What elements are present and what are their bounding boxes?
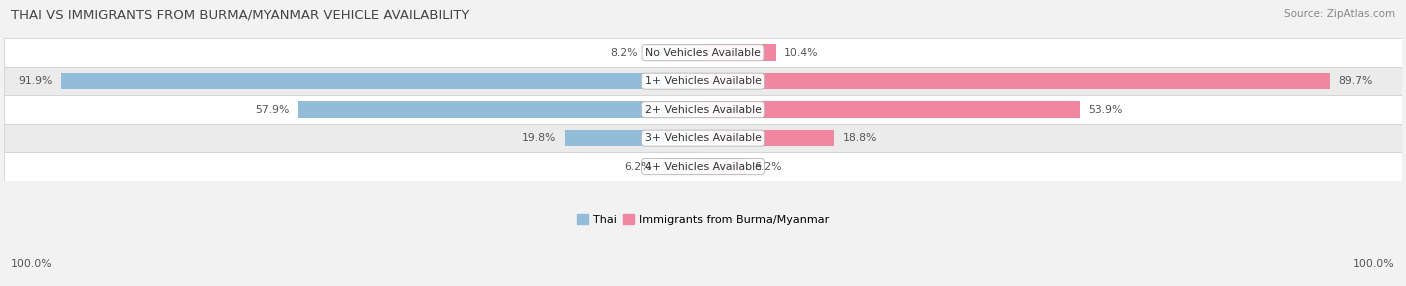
Text: No Vehicles Available: No Vehicles Available xyxy=(645,48,761,58)
Bar xyxy=(703,158,747,175)
Text: 53.9%: 53.9% xyxy=(1088,105,1122,115)
FancyBboxPatch shape xyxy=(4,39,1402,67)
Text: 8.2%: 8.2% xyxy=(610,48,637,58)
FancyBboxPatch shape xyxy=(4,124,1402,152)
FancyBboxPatch shape xyxy=(4,67,1402,96)
FancyBboxPatch shape xyxy=(4,96,1402,124)
Text: 100.0%: 100.0% xyxy=(11,259,53,269)
Text: 6.2%: 6.2% xyxy=(624,162,651,172)
Text: 4+ Vehicles Available: 4+ Vehicles Available xyxy=(644,162,762,172)
Text: 10.4%: 10.4% xyxy=(785,48,818,58)
Text: 89.7%: 89.7% xyxy=(1339,76,1372,86)
Bar xyxy=(60,73,703,90)
Bar xyxy=(659,158,703,175)
Text: 19.8%: 19.8% xyxy=(522,133,557,143)
Bar xyxy=(298,102,703,118)
Bar xyxy=(703,130,834,146)
Bar xyxy=(703,44,776,61)
Bar xyxy=(565,130,703,146)
Text: 91.9%: 91.9% xyxy=(18,76,52,86)
Bar xyxy=(645,44,703,61)
Text: 57.9%: 57.9% xyxy=(256,105,290,115)
Bar xyxy=(703,73,1330,90)
Bar xyxy=(703,102,1080,118)
Text: Source: ZipAtlas.com: Source: ZipAtlas.com xyxy=(1284,9,1395,19)
Text: 18.8%: 18.8% xyxy=(842,133,877,143)
Text: 3+ Vehicles Available: 3+ Vehicles Available xyxy=(644,133,762,143)
Text: 100.0%: 100.0% xyxy=(1353,259,1395,269)
Legend: Thai, Immigrants from Burma/Myanmar: Thai, Immigrants from Burma/Myanmar xyxy=(572,210,834,229)
Text: 1+ Vehicles Available: 1+ Vehicles Available xyxy=(644,76,762,86)
Text: 2+ Vehicles Available: 2+ Vehicles Available xyxy=(644,105,762,115)
FancyBboxPatch shape xyxy=(4,152,1402,181)
Text: THAI VS IMMIGRANTS FROM BURMA/MYANMAR VEHICLE AVAILABILITY: THAI VS IMMIGRANTS FROM BURMA/MYANMAR VE… xyxy=(11,9,470,21)
Text: 6.2%: 6.2% xyxy=(755,162,782,172)
